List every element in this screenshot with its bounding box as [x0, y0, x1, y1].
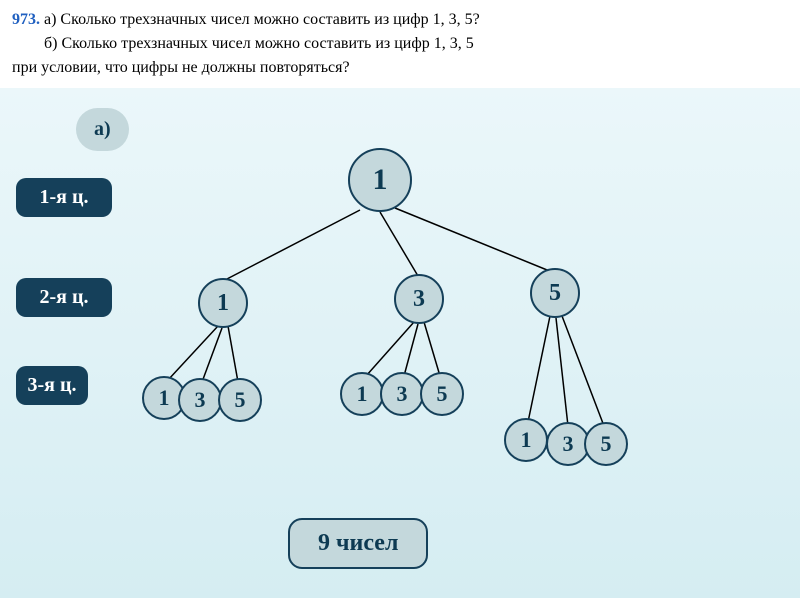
- tree-l2-node: 1: [198, 278, 248, 328]
- result-box: 9 чисел: [288, 518, 428, 569]
- tree-l3-node: 3: [178, 378, 222, 422]
- row-label-2: 2-я ц.: [16, 278, 112, 317]
- problem-header: 973. а) Сколько трехзначных чисел можно …: [0, 0, 800, 88]
- tree-l3-node: 5: [218, 378, 262, 422]
- tree-l3-node: 5: [584, 422, 628, 466]
- diagram-area: а) 1-я ц. 2-я ц. 3-я ц. 1 1 3 5 1 3 5 1 …: [0, 88, 800, 598]
- tree-root: 1: [348, 148, 412, 212]
- row-label-1: 1-я ц.: [16, 178, 112, 217]
- tree-l3-node: 3: [380, 372, 424, 416]
- problem-number: 973.: [12, 11, 40, 28]
- tree-l3-node: 5: [420, 372, 464, 416]
- part-badge: а): [76, 108, 129, 151]
- problem-text-b: б) Сколько трехзначных чисел можно соста…: [44, 35, 474, 52]
- tree-l2-node: 3: [394, 274, 444, 324]
- row-label-3: 3-я ц.: [16, 366, 88, 405]
- problem-text-a: а) Сколько трехзначных чисел можно соста…: [44, 11, 480, 28]
- problem-text-b2: при условии, что цифры не должны повторя…: [12, 59, 350, 76]
- tree-l3-node: 1: [504, 418, 548, 462]
- tree-l3-node: 1: [340, 372, 384, 416]
- tree-l2-node: 5: [530, 268, 580, 318]
